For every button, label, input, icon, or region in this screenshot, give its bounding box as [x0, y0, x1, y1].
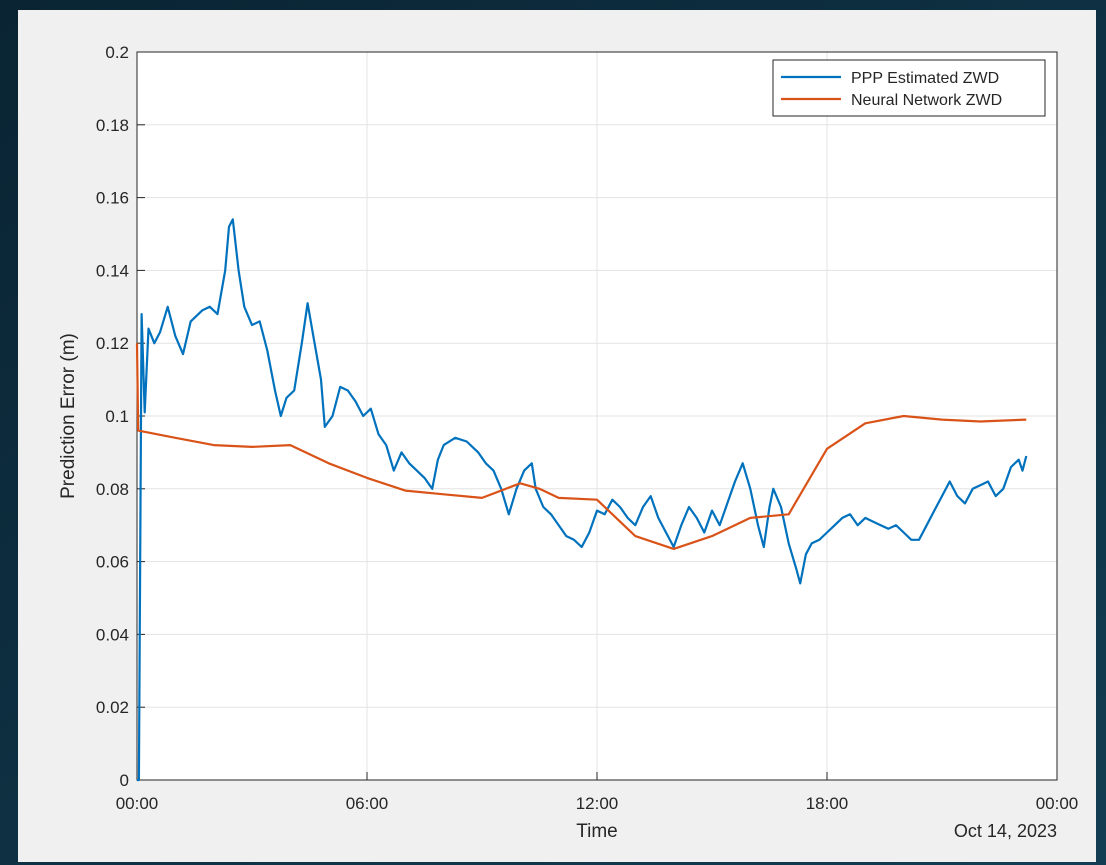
data-line: [135, 343, 1027, 550]
y-tick-label: 0.12: [96, 334, 129, 353]
x-tick-label: 18:00: [806, 794, 849, 813]
y-tick-label: 0.14: [96, 261, 129, 280]
legend-label: Neural Network ZWD: [851, 92, 1002, 109]
y-axis-label: Prediction Error (m): [58, 333, 79, 499]
data-line: [137, 218, 1028, 782]
y-tick-label: 0.1: [105, 407, 129, 426]
y-tick-label: 0.06: [96, 553, 129, 572]
y-tick-label: 0.02: [96, 698, 129, 717]
legend-box: [772, 59, 1046, 117]
y-tick-label: 0.2: [105, 43, 129, 62]
x-annotation: Oct 14, 2023: [954, 821, 1057, 841]
x-tick-label: 00:00: [116, 794, 159, 813]
x-tick-label: 12:00: [576, 794, 619, 813]
y-tick-label: 0.08: [96, 480, 129, 499]
x-axis-label: Time: [576, 821, 618, 842]
y-tick-label: 0.18: [96, 116, 129, 135]
y-tick-label: 0.16: [96, 189, 129, 208]
y-tick-label: 0.04: [96, 625, 129, 644]
legend-label: PPP Estimated ZWD: [851, 70, 999, 87]
x-tick-label: 00:00: [1036, 794, 1079, 813]
x-tick-label: 06:00: [346, 794, 389, 813]
y-tick-label: 0: [120, 771, 129, 790]
